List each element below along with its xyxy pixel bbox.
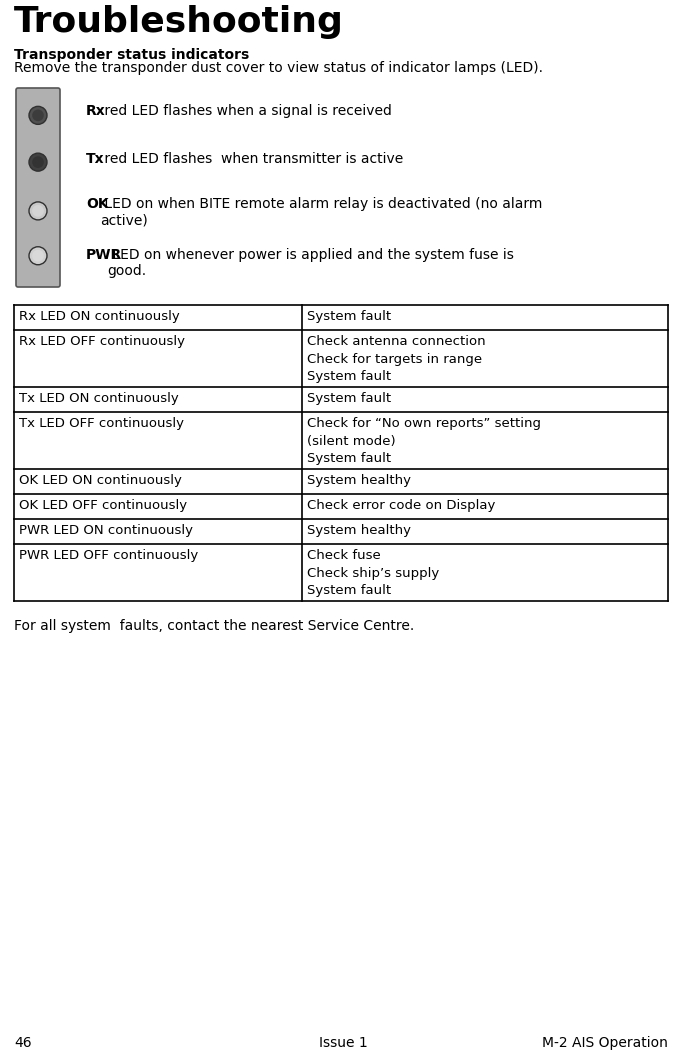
Text: Rx LED OFF continuously: Rx LED OFF continuously	[19, 335, 185, 348]
Text: red LED flashes when a signal is received: red LED flashes when a signal is receive…	[100, 104, 392, 118]
Text: M-2 AIS Operation: M-2 AIS Operation	[542, 1036, 668, 1050]
Circle shape	[29, 153, 47, 171]
Text: Tx LED ON continuously: Tx LED ON continuously	[19, 392, 179, 405]
Circle shape	[32, 109, 44, 121]
Text: OK LED ON continuously: OK LED ON continuously	[19, 474, 182, 487]
Text: PWR LED OFF continuously: PWR LED OFF continuously	[19, 549, 198, 562]
Text: System healthy: System healthy	[307, 474, 411, 487]
Text: PWR: PWR	[86, 248, 122, 261]
Circle shape	[32, 205, 44, 217]
Circle shape	[32, 250, 44, 261]
Text: Check fuse
Check ship’s supply
System fault: Check fuse Check ship’s supply System fa…	[307, 549, 439, 597]
Circle shape	[29, 106, 47, 124]
Circle shape	[29, 202, 47, 220]
Text: Issue 1: Issue 1	[318, 1036, 368, 1050]
Text: LED on whenever power is applied and the system fuse is
good.: LED on whenever power is applied and the…	[108, 248, 514, 279]
Text: Tx LED OFF continuously: Tx LED OFF continuously	[19, 417, 184, 431]
Text: red LED flashes  when transmitter is active: red LED flashes when transmitter is acti…	[100, 152, 403, 166]
Text: Check for “No own reports” setting
(silent mode)
System fault: Check for “No own reports” setting (sile…	[307, 417, 541, 465]
Text: Transponder status indicators: Transponder status indicators	[14, 48, 249, 62]
Text: System fault: System fault	[307, 392, 391, 405]
Text: Remove the transponder dust cover to view status of indicator lamps (LED).: Remove the transponder dust cover to vie…	[14, 61, 543, 75]
Text: OK LED OFF continuously: OK LED OFF continuously	[19, 499, 187, 512]
Text: Tx: Tx	[86, 152, 105, 166]
Text: Rx LED ON continuously: Rx LED ON continuously	[19, 310, 180, 323]
Circle shape	[29, 247, 47, 265]
FancyBboxPatch shape	[16, 88, 60, 287]
Text: OK: OK	[86, 197, 108, 210]
Text: PWR LED ON continuously: PWR LED ON continuously	[19, 524, 193, 537]
Text: System fault: System fault	[307, 310, 391, 323]
Text: For all system  faults, contact the nearest Service Centre.: For all system faults, contact the neare…	[14, 619, 414, 632]
Text: Check error code on Display: Check error code on Display	[307, 499, 495, 512]
Text: 46: 46	[14, 1036, 32, 1050]
Text: Check antenna connection
Check for targets in range
System fault: Check antenna connection Check for targe…	[307, 335, 486, 383]
Text: LED on when BITE remote alarm relay is deactivated (no alarm
active): LED on when BITE remote alarm relay is d…	[100, 197, 543, 227]
Text: Rx: Rx	[86, 104, 106, 118]
Text: System healthy: System healthy	[307, 524, 411, 537]
Text: Troubleshooting: Troubleshooting	[14, 5, 344, 39]
Circle shape	[32, 156, 44, 168]
